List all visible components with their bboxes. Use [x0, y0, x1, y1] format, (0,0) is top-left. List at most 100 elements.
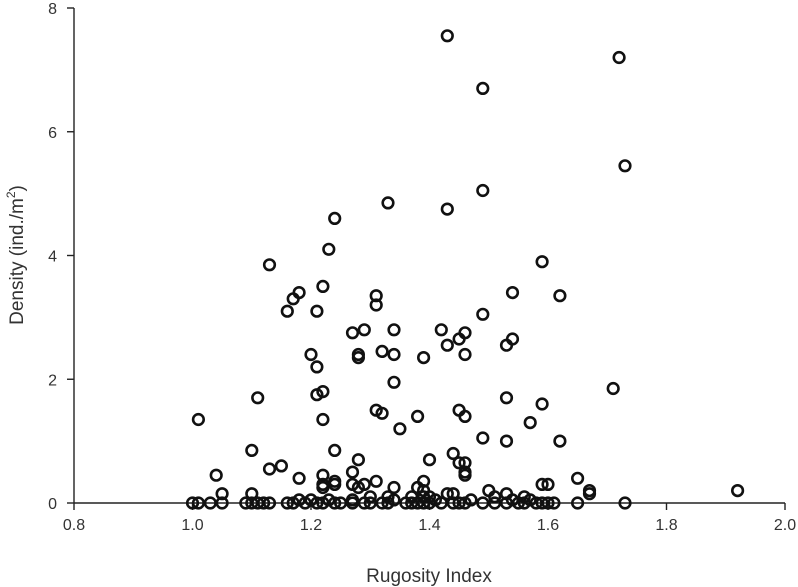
data-point — [245, 487, 259, 501]
data-point — [215, 487, 229, 501]
data-point — [499, 391, 514, 405]
data-point — [369, 474, 383, 488]
data-point — [345, 465, 360, 479]
data-point — [553, 434, 567, 448]
data-point — [387, 480, 401, 495]
data-point — [434, 323, 448, 337]
y-axis-label-main: Density (ind./m — [7, 198, 28, 325]
data-point — [452, 456, 466, 470]
data-point — [417, 474, 431, 488]
data-point — [476, 183, 490, 198]
data-point — [476, 81, 490, 95]
data-point — [458, 456, 472, 470]
data-point — [523, 416, 537, 430]
data-point — [316, 468, 330, 482]
data-point — [191, 412, 205, 427]
data-point — [357, 496, 371, 510]
x-ticks: 0.8 1.0 1.2 1.4 1.6 1.8 2.0 — [63, 503, 796, 534]
data-point — [328, 496, 342, 510]
data-point — [245, 443, 259, 458]
data-point — [357, 323, 371, 337]
data-point — [541, 477, 555, 492]
data-point — [322, 242, 336, 256]
data-point — [547, 496, 561, 510]
data-point — [280, 496, 294, 510]
y-axis-label: Density (ind./m2) — [4, 185, 28, 325]
data-point — [458, 468, 472, 482]
data-point — [257, 496, 271, 510]
data-point — [570, 496, 585, 510]
data-point — [251, 391, 265, 405]
x-tick-label: 1.6 — [537, 517, 559, 534]
data-point — [375, 344, 389, 359]
data-point — [351, 453, 366, 467]
data-point — [452, 496, 466, 510]
data-point — [618, 159, 632, 173]
data-point — [387, 375, 401, 389]
data-point — [304, 347, 318, 362]
data-point — [328, 443, 342, 458]
data-point — [411, 409, 425, 424]
data-point — [458, 326, 472, 340]
data-point — [618, 496, 632, 510]
data-point — [570, 471, 585, 485]
data-point — [417, 496, 431, 510]
data-point — [517, 496, 531, 510]
data-point — [612, 50, 626, 65]
data-point — [458, 347, 472, 362]
data-point — [316, 480, 330, 495]
data-point — [262, 496, 277, 510]
x-tick-label: 2.0 — [774, 517, 796, 534]
data-point — [458, 496, 472, 510]
data-point — [535, 255, 549, 269]
y-tick-label: 2 — [48, 372, 57, 389]
data-point — [239, 496, 253, 510]
data-point — [191, 496, 205, 510]
data-point — [535, 397, 549, 411]
data-point — [446, 487, 460, 501]
data-point — [505, 286, 520, 300]
data-point — [440, 487, 454, 501]
y-axis-label-superscript: 2 — [4, 191, 18, 198]
data-point — [274, 459, 289, 473]
data-point — [730, 484, 745, 498]
data-point — [209, 468, 223, 482]
data-point — [262, 462, 277, 476]
data-point — [316, 279, 330, 294]
axes — [73, 8, 785, 504]
y-axis-label-close: ) — [7, 185, 28, 191]
data-point — [375, 496, 389, 510]
data-point — [292, 286, 306, 300]
data-point — [369, 298, 383, 312]
data-point — [476, 431, 490, 445]
data-point — [369, 289, 383, 303]
x-tick-label: 1.2 — [300, 517, 322, 534]
data-point — [476, 496, 490, 510]
y-tick-label: 0 — [48, 496, 57, 513]
data-point — [505, 332, 520, 346]
data-point — [357, 477, 371, 492]
data-point — [262, 258, 277, 272]
data-point — [541, 496, 555, 510]
data-point — [476, 307, 490, 321]
data-point — [280, 304, 294, 318]
data-point — [316, 412, 330, 427]
y-tick-label: 6 — [48, 125, 57, 142]
data-point — [328, 211, 342, 225]
y-ticks: 0 2 4 6 8 — [48, 1, 74, 513]
data-point — [458, 409, 472, 424]
data-point — [434, 496, 448, 510]
data-point — [345, 326, 360, 340]
data-point — [422, 453, 437, 467]
data-point — [440, 338, 454, 352]
data-point — [328, 477, 342, 492]
data-point — [292, 471, 306, 485]
data-point — [375, 406, 389, 420]
data-point — [381, 196, 395, 210]
data-point — [185, 496, 200, 510]
data-point — [446, 446, 460, 461]
data-point — [351, 351, 366, 365]
data-point — [381, 496, 395, 510]
x-tick-label: 1.0 — [181, 517, 203, 534]
